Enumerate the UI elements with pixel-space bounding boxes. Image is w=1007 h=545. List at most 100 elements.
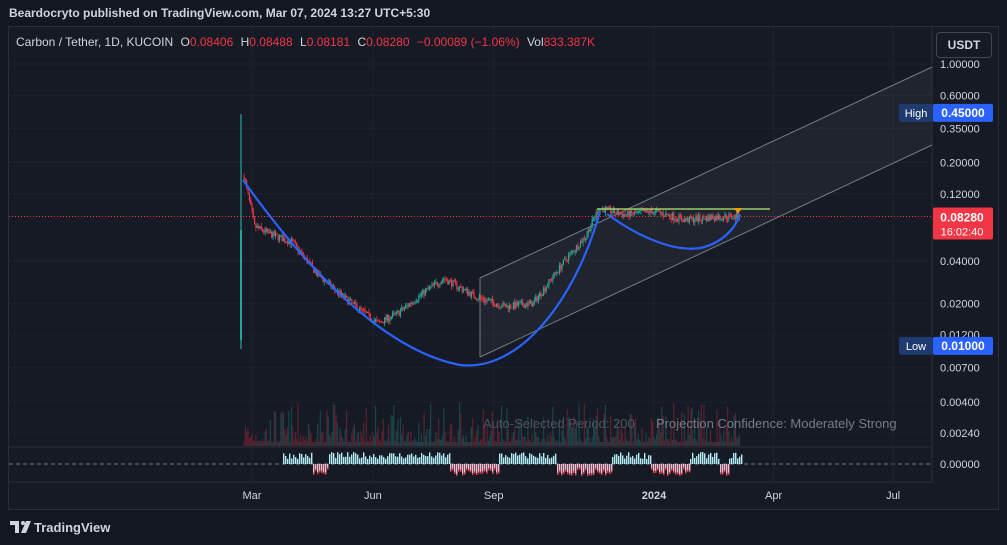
osc-bar-positive: [345, 456, 347, 464]
volume-bar: [407, 431, 409, 446]
osc-bar-negative: [569, 464, 571, 476]
volume-bar: [257, 441, 260, 446]
volume-bar: [321, 433, 323, 446]
osc-bar-negative: [653, 464, 655, 474]
osc-bar-positive: [710, 452, 712, 464]
candle-body: [497, 304, 499, 306]
osc-bar-positive: [553, 455, 555, 464]
candle-body: [460, 286, 462, 288]
volume-bar: [455, 441, 457, 446]
volume-bar: [667, 438, 670, 446]
candle-body: [384, 317, 386, 324]
candle-body: [351, 299, 353, 303]
symbol-name: Carbon / Tether, 1D, KUCOIN: [16, 35, 174, 49]
candle-body: [340, 291, 342, 296]
candle-body: [653, 212, 655, 215]
volume-bar: [642, 441, 645, 446]
candle-body: [489, 299, 491, 301]
volume-bar: [725, 424, 727, 446]
volume-bar: [351, 433, 353, 446]
volume-bar: [246, 431, 248, 446]
osc-bar-negative-tip: [609, 471, 611, 474]
volume-bar: [353, 423, 356, 446]
osc-bar-negative: [665, 464, 667, 471]
volume-bar: [388, 424, 390, 446]
candle-body: [452, 280, 454, 287]
volume-bar: [367, 441, 369, 446]
change-value: −0.00089 (−1.06%): [416, 35, 520, 49]
osc-bar-negative-tip: [327, 467, 329, 470]
osc-bar-positive: [405, 457, 407, 464]
osc-bar-positive: [411, 453, 413, 464]
volume-bar: [453, 436, 455, 446]
volume-bar: [289, 441, 291, 446]
volume-bar: [502, 439, 504, 446]
volume-bar: [638, 439, 641, 446]
volume-bar: [426, 429, 428, 446]
osc-bar-positive: [648, 455, 650, 464]
candle-body: [465, 288, 467, 290]
volume-bar: [654, 439, 656, 446]
osc-bar-positive: [632, 455, 634, 464]
volume-bars: [243, 402, 740, 446]
candle-body: [444, 279, 446, 281]
volume-bar: [251, 434, 253, 446]
volume-bar: [541, 438, 543, 446]
osc-bar-negative-tip: [319, 470, 321, 473]
volume-bar: [688, 434, 691, 446]
volume-bar: [724, 441, 726, 446]
volume-bar: [476, 430, 478, 446]
volume-bar: [343, 441, 345, 446]
currency-button[interactable]: USDT: [936, 32, 992, 58]
osc-bar-negative-tip: [722, 472, 724, 475]
low-marker-value: 0.01000: [941, 339, 985, 353]
volume-bar: [335, 414, 337, 446]
osc-bar-negative: [720, 464, 722, 475]
candle-body: [707, 216, 709, 221]
chart-pane[interactable]: [8, 26, 999, 510]
candle-body: [394, 312, 396, 314]
osc-bar-negative: [585, 464, 587, 471]
osc-bar-positive: [305, 454, 307, 464]
candle-body: [293, 240, 295, 242]
candle-body: [349, 299, 352, 301]
osc-bar-positive: [307, 455, 309, 464]
osc-bar-positive: [545, 457, 547, 464]
volume-bar: [544, 438, 546, 446]
candle-body: [663, 216, 666, 218]
osc-bar-negative: [317, 464, 319, 475]
candle-body: [666, 213, 668, 216]
volume-bar: [658, 420, 660, 446]
osc-bar-negative-tip: [685, 471, 687, 474]
volume-bar: [707, 441, 709, 446]
osc-bar-negative: [689, 464, 691, 473]
volume-bar: [738, 435, 740, 446]
volume-bar: [585, 438, 587, 446]
osc-bar-negative: [498, 464, 500, 474]
osc-bar-negative: [611, 464, 613, 473]
candle-body: [363, 309, 365, 311]
candle-body: [613, 208, 616, 214]
osc-bar-negative: [671, 464, 673, 471]
osc-bar-positive: [441, 455, 443, 464]
candle-body: [485, 299, 487, 302]
volume-bar: [525, 441, 528, 446]
osc-bar-negative: [464, 464, 466, 475]
volume-bar: [716, 410, 718, 446]
candle-body: [640, 209, 642, 211]
volume-bar: [695, 439, 697, 446]
osc-bar-negative-tip: [583, 471, 585, 474]
osc-bar-positive: [612, 456, 614, 464]
candle-body: [619, 213, 621, 215]
osc-bar-negative: [587, 464, 589, 476]
candle-body: [510, 304, 512, 308]
candle-body: [310, 262, 312, 264]
volume-bar: [564, 436, 566, 446]
candle-body: [592, 218, 595, 220]
tradingview-logo-icon[interactable]: [10, 519, 32, 535]
osc-bar-negative: [492, 464, 494, 474]
osc-bar-negative: [669, 464, 671, 475]
candle-body: [719, 215, 721, 220]
candle-body: [578, 247, 580, 250]
